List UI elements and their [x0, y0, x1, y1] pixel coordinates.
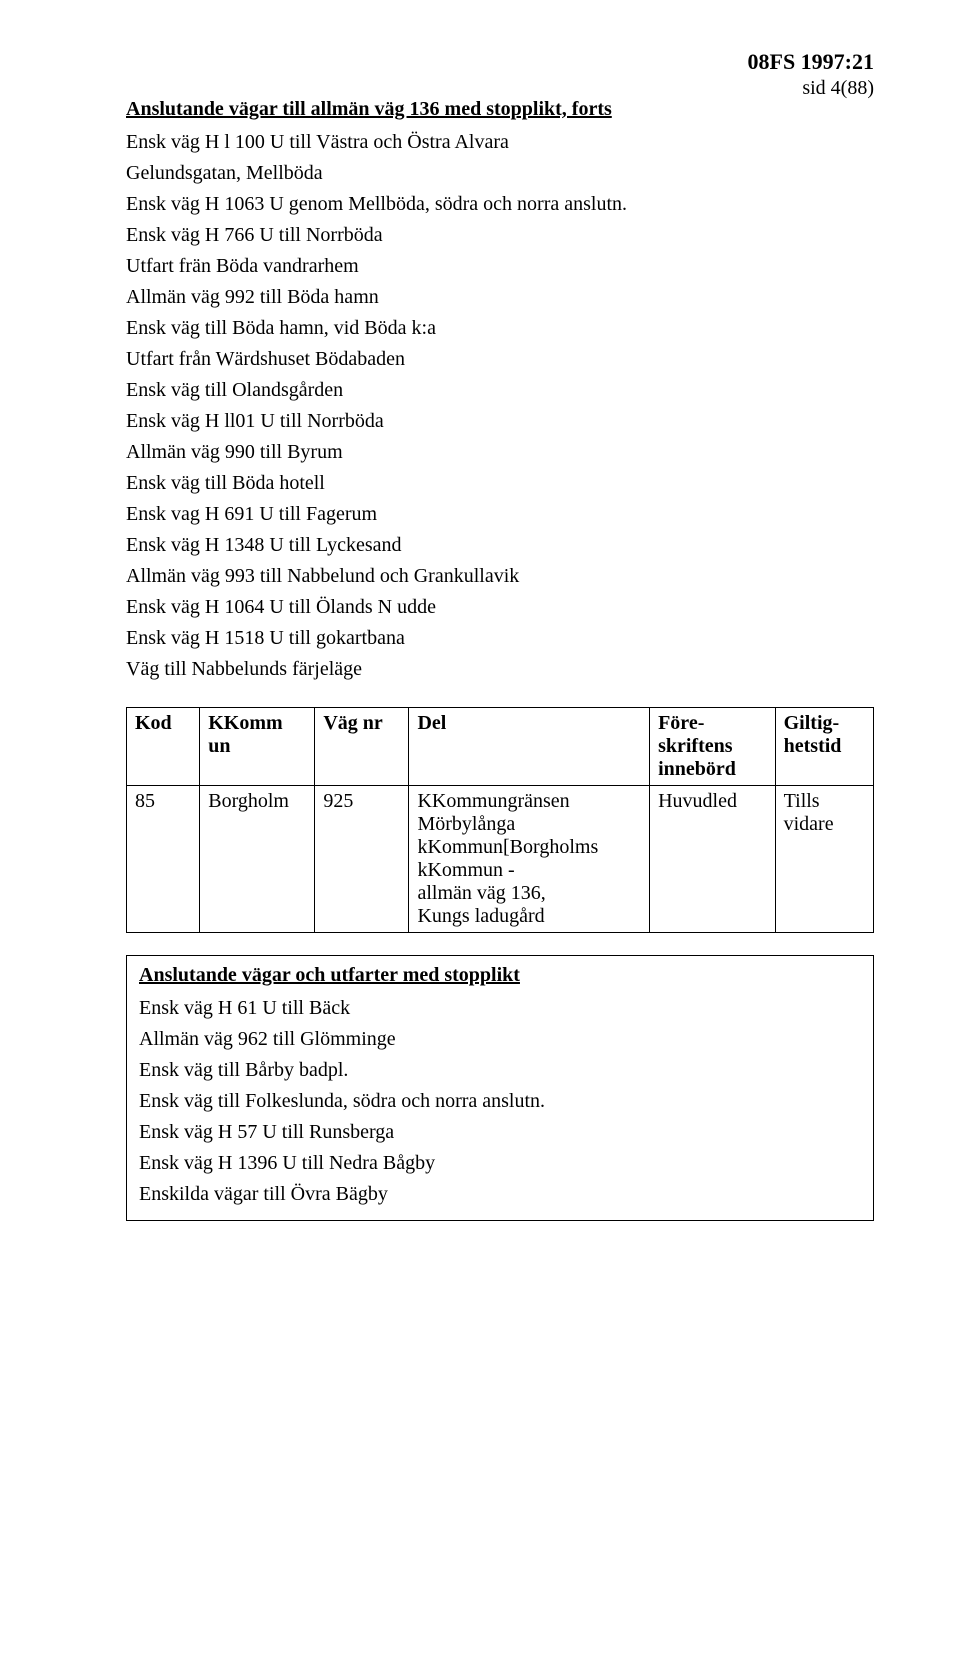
- table-row: 85 Borgholm 925 KKommungränsenMörbylånga…: [127, 786, 874, 933]
- page-indicator: sid 4(88): [748, 76, 875, 101]
- text-line: Ensk väg H 1518 U till gokartbana: [126, 623, 874, 654]
- text-line: Ensk väg till Olandsgården: [126, 375, 874, 406]
- cell-giltighet: Tillsvidare: [775, 786, 873, 933]
- col-kkommun: KKommun: [200, 708, 315, 786]
- text-line: Ensk väg H 766 U till Norrböda: [126, 220, 874, 251]
- text-line: Allmän väg 992 till Böda hamn: [126, 282, 874, 313]
- text-line: Ensk väg H l 100 U till Västra och Östra…: [126, 127, 874, 158]
- text-line: Ensk väg H 57 U till Runsberga: [139, 1117, 861, 1148]
- text-line: Ensk vag H 691 U till Fagerum: [126, 499, 874, 530]
- page-header: 08FS 1997:21 sid 4(88): [748, 48, 875, 101]
- text-line: Ensk väg H 1064 U till Ölands N udde: [126, 592, 874, 623]
- text-line: Allmän väg 962 till Glömminge: [139, 1024, 861, 1055]
- col-kod: Kod: [127, 708, 200, 786]
- section2-box: Anslutande vägar och utfarter med stoppl…: [126, 955, 874, 1221]
- text-line: Ensk väg till Böda hotell: [126, 468, 874, 499]
- col-foreskrift: Före-skriftensinnebörd: [650, 708, 776, 786]
- text-line: Enskilda vägar till Övra Bägby: [139, 1179, 861, 1210]
- text-line: Väg till Nabbelunds färjeläge: [126, 654, 874, 685]
- col-del: Del: [409, 708, 650, 786]
- cell-kod: 85: [127, 786, 200, 933]
- col-giltighet: Giltig-hetstid: [775, 708, 873, 786]
- cell-kkommun: Borgholm: [200, 786, 315, 933]
- text-line: Utfart frän Böda vandrarhem: [126, 251, 874, 282]
- text-line: Ensk väg till Folkeslunda, södra och nor…: [139, 1086, 861, 1117]
- cell-foreskrift: Huvudled: [650, 786, 776, 933]
- text-line: Ensk väg H 1348 U till Lyckesand: [126, 530, 874, 561]
- text-line: Gelundsgatan, Mellböda: [126, 158, 874, 189]
- text-line: Ensk väg H 1063 U genom Mellböda, södra …: [126, 189, 874, 220]
- text-line: Allmän väg 990 till Byrum: [126, 437, 874, 468]
- page: 08FS 1997:21 sid 4(88) Anslutande vägar …: [0, 0, 960, 1665]
- section2-list: Ensk väg H 61 U till BäckAllmän väg 962 …: [139, 993, 861, 1210]
- text-line: Ensk väg H 61 U till Bäck: [139, 993, 861, 1024]
- table-header-row: Kod KKommun Väg nr Del Före-skriftensinn…: [127, 708, 874, 786]
- section2-title: Anslutande vägar och utfarter med stoppl…: [139, 964, 861, 987]
- doc-code: 08FS 1997:21: [748, 48, 875, 76]
- regulation-table: Kod KKommun Väg nr Del Före-skriftensinn…: [126, 707, 874, 933]
- text-line: Ensk väg H 1396 U till Nedra Bågby: [139, 1148, 861, 1179]
- section1-list: Ensk väg H l 100 U till Västra och Östra…: [126, 127, 874, 685]
- text-line: Ensk väg till Bårby badpl.: [139, 1055, 861, 1086]
- col-vagnr: Väg nr: [315, 708, 409, 786]
- text-line: Ensk väg till Böda hamn, vid Böda k:a: [126, 313, 874, 344]
- text-line: Ensk väg H ll01 U till Norrböda: [126, 406, 874, 437]
- cell-del: KKommungränsenMörbylångakKommun[Borgholm…: [409, 786, 650, 933]
- text-line: Allmän väg 993 till Nabbelund och Granku…: [126, 561, 874, 592]
- section1-title: Anslutande vägar till allmän väg 136 med…: [126, 98, 874, 121]
- text-line: Utfart från Wärdshuset Bödabaden: [126, 344, 874, 375]
- cell-vagnr: 925: [315, 786, 409, 933]
